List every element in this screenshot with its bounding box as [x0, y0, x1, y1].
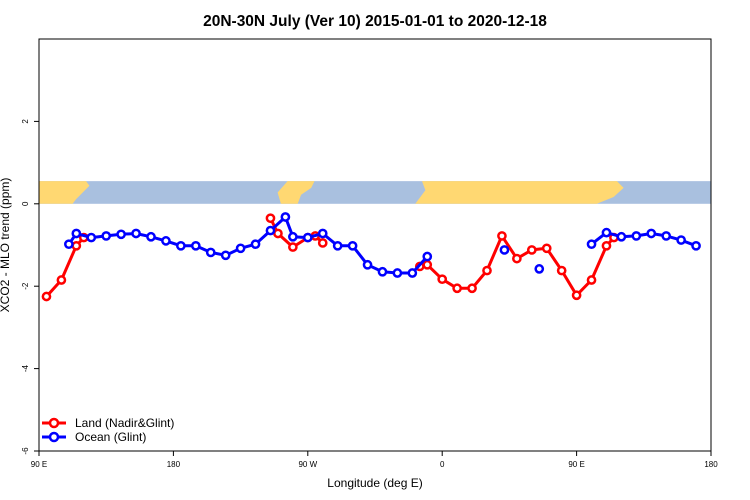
series-land-point	[482, 265, 492, 276]
legend-land-label: Land (Nadir&Glint)	[75, 416, 174, 430]
y-tick-label: 2	[21, 119, 30, 124]
series-ocean-point	[691, 240, 701, 251]
series-land-point	[571, 290, 582, 301]
y-tick-label: -2	[21, 282, 30, 290]
series-ocean-point	[176, 240, 186, 251]
y-tick-label: -6	[21, 447, 30, 455]
series-ocean-point	[146, 231, 156, 242]
series-ocean-point	[161, 236, 171, 246]
series-ocean-point	[302, 232, 313, 243]
series-land-point	[586, 275, 597, 285]
series-ocean-point	[377, 266, 388, 277]
world-map-strip	[39, 181, 711, 204]
series-land	[41, 213, 619, 302]
legend-ocean-marker	[48, 431, 60, 443]
series-land-point	[497, 231, 507, 241]
series-ocean-point	[250, 239, 261, 250]
y-axis: -6 -4 -2 0 2	[21, 119, 39, 455]
legend-ocean-label: Ocean (Glint)	[75, 430, 146, 444]
series-ocean-point	[646, 228, 657, 239]
series-ocean-point	[64, 239, 74, 250]
series-ocean-point	[86, 232, 97, 243]
series-land-line	[419, 234, 616, 297]
series-ocean-point	[586, 239, 597, 250]
series-ocean-point	[661, 231, 672, 241]
x-axis-label: Longitude (deg E)	[327, 476, 422, 490]
series-ocean-point	[116, 229, 126, 240]
series-land-point	[317, 238, 328, 248]
series-layer	[41, 212, 701, 302]
series-ocean-point	[347, 240, 358, 251]
series-ocean-point	[101, 231, 112, 241]
series-ocean-point	[534, 264, 545, 274]
series-land-line	[45, 236, 85, 298]
y-tick-label: 0	[21, 201, 30, 206]
series-ocean-point	[288, 231, 298, 242]
series-land-point	[437, 274, 448, 285]
series-ocean-point	[235, 243, 246, 254]
series-land-point	[273, 228, 283, 239]
series-ocean-point	[190, 240, 201, 251]
series-ocean-point	[220, 250, 231, 261]
series-ocean-point	[265, 225, 276, 236]
x-axis: 90 E 180 90 W 0 90 E 180	[31, 451, 718, 469]
chart-title: 20N-30N July (Ver 10) 2015-01-01 to 2020…	[203, 13, 547, 30]
series-ocean	[64, 212, 701, 278]
series-ocean-point	[131, 228, 141, 239]
series-ocean-point	[362, 259, 373, 270]
series-land-point	[452, 283, 462, 294]
series-ocean-point	[332, 240, 343, 251]
series-land-point	[556, 265, 567, 276]
y-tick-label: -4	[21, 364, 30, 372]
x-tick-label: 180	[167, 460, 181, 469]
series-ocean-point	[616, 231, 627, 242]
x-tick-label: 90 W	[298, 460, 317, 469]
series-land-point	[71, 240, 82, 251]
series-ocean-line	[67, 215, 429, 275]
series-ocean-point	[499, 245, 510, 255]
series-ocean-point	[280, 212, 291, 222]
series-ocean-point	[676, 235, 686, 245]
series-land-point	[265, 213, 276, 224]
series-ocean-point	[392, 268, 403, 278]
series-ocean-point	[422, 251, 433, 262]
series-land-point	[422, 259, 433, 270]
map-land	[39, 181, 624, 204]
series-ocean-point	[205, 247, 216, 258]
series-ocean-point	[317, 228, 328, 239]
x-tick-label: 90 E	[568, 460, 584, 469]
series-land-point	[41, 291, 52, 302]
series-land-point	[288, 242, 298, 252]
series-land-point	[526, 245, 537, 255]
x-tick-label: 90 E	[31, 460, 47, 469]
series-land-point	[467, 283, 477, 294]
series-ocean-point	[631, 231, 642, 241]
series-land-point	[512, 253, 522, 264]
series-ocean-point	[407, 268, 418, 278]
series-ocean-point	[71, 228, 82, 239]
series-land-point	[601, 240, 612, 251]
series-ocean-point	[601, 227, 612, 238]
series-land-point	[56, 275, 67, 285]
x-tick-label: 180	[704, 460, 718, 469]
legend-land-marker	[48, 417, 60, 429]
series-land-point	[541, 243, 552, 254]
x-tick-label: 0	[440, 460, 445, 469]
y-axis-label: XCO2 - MLO trend (ppm)	[0, 178, 12, 313]
plot-frame	[38, 38, 712, 452]
legend: Land (Nadir&Glint) Ocean (Glint)	[42, 416, 174, 444]
